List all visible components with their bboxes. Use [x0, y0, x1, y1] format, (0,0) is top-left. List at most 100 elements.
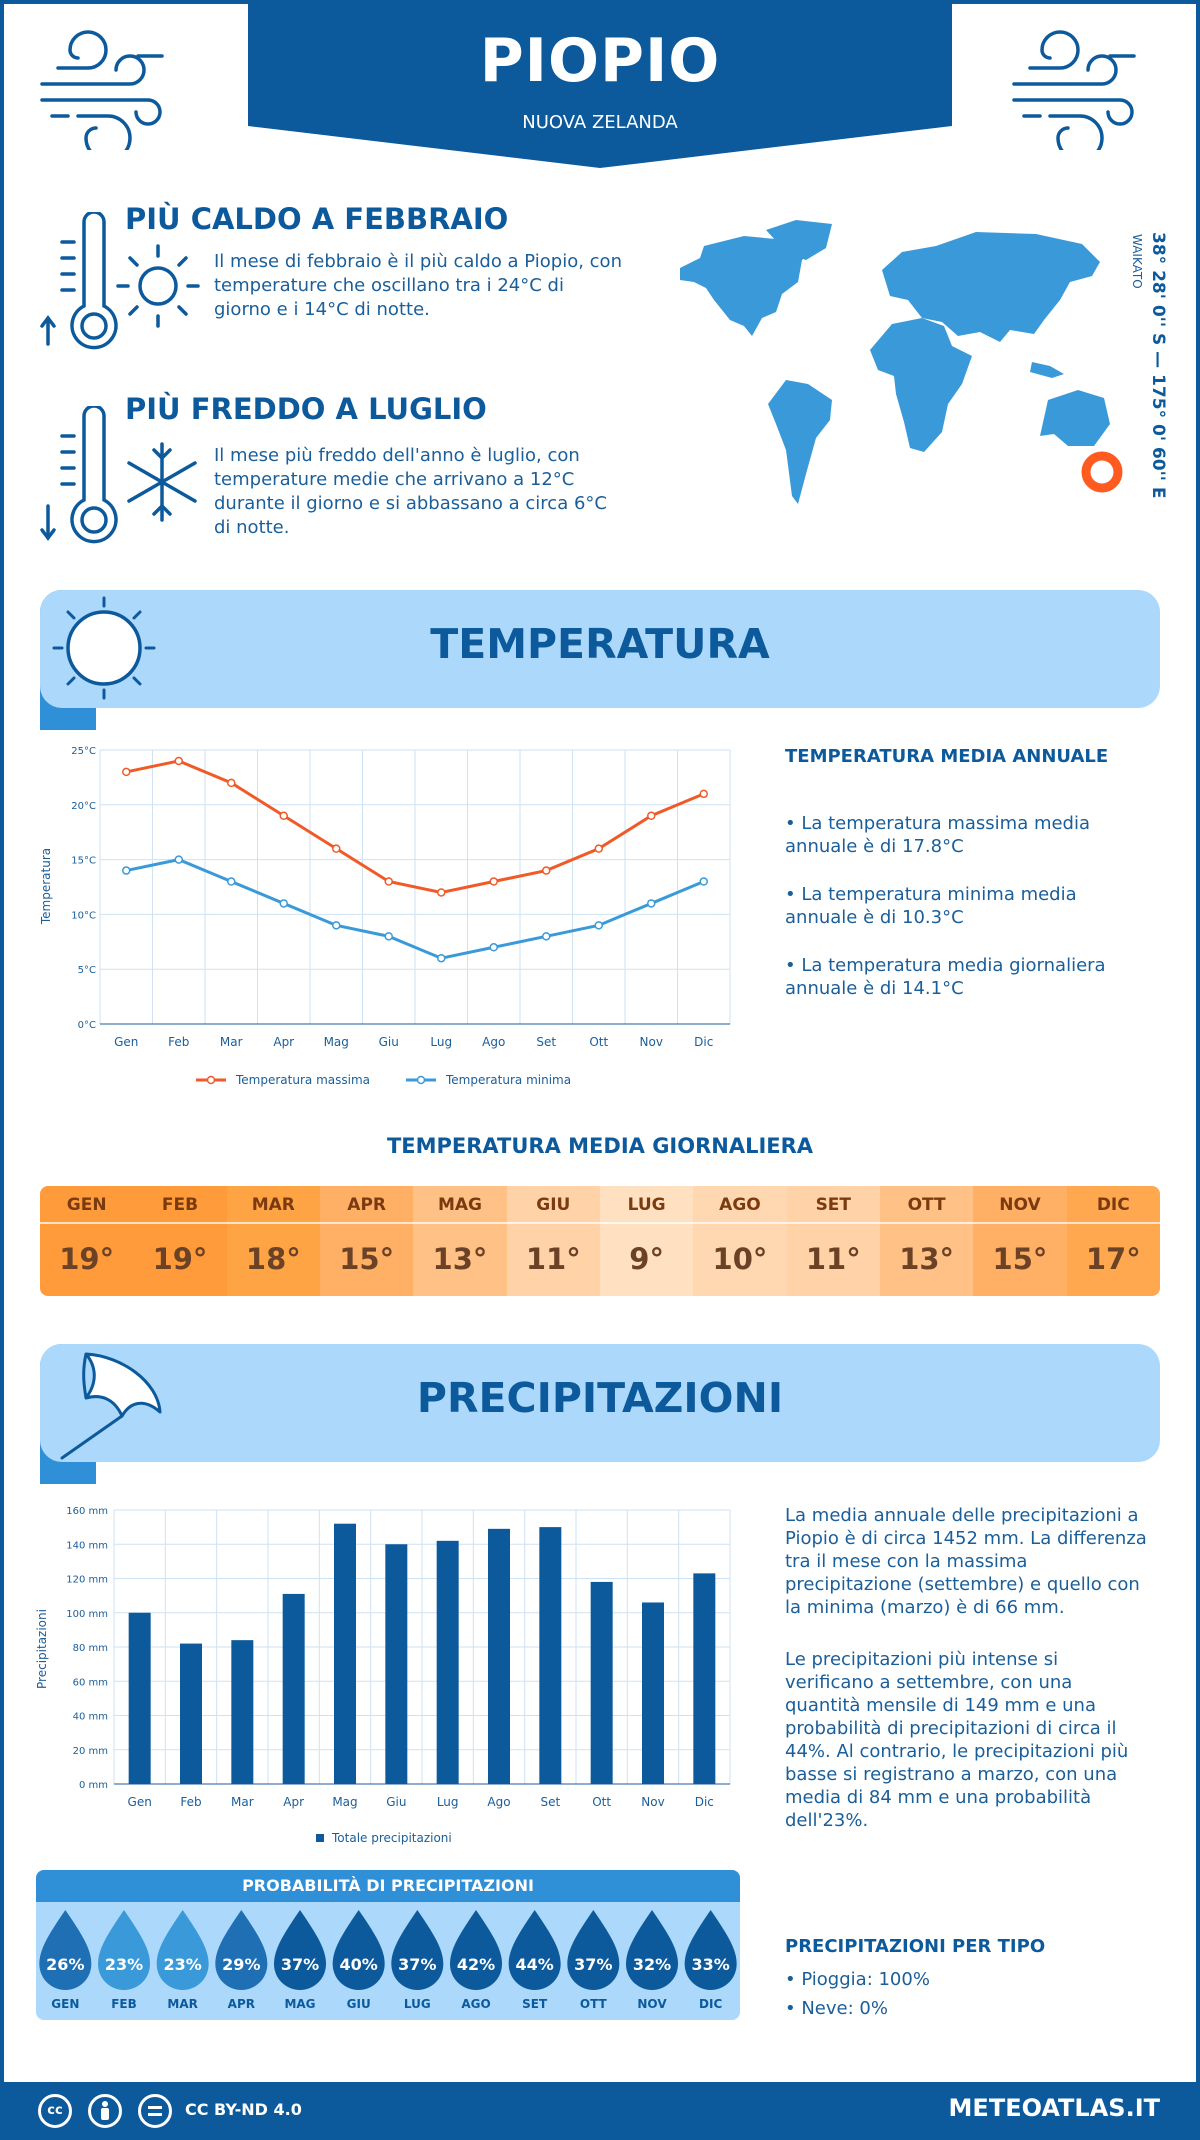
- data-point: [489, 943, 498, 952]
- probability-month: MAR: [167, 1997, 197, 2011]
- raindrop-icon: [567, 1910, 620, 1990]
- probability-month: LUG: [404, 1997, 431, 2011]
- probability-month: AGO: [461, 1997, 490, 2011]
- wind-icon: [40, 30, 164, 150]
- month-label: GEN: [40, 1186, 134, 1224]
- daily-temp-column: GEN 19°: [40, 1186, 134, 1296]
- precip-banner: [40, 1344, 1160, 1462]
- y-tick-label: 0 mm: [79, 1780, 108, 1791]
- raindrop-icon: [156, 1910, 209, 1990]
- bar: [436, 1540, 459, 1784]
- daily-temp-column: APR 15°: [319, 1186, 414, 1296]
- daily-temp-column: OTT 13°: [879, 1186, 974, 1296]
- y-tick-label: 25°C: [71, 746, 96, 757]
- bar: [334, 1523, 356, 1784]
- probability-value: 42%: [457, 1955, 495, 1974]
- thermometer-cold-icon: [40, 406, 197, 544]
- bar: [539, 1527, 562, 1784]
- month-temp-value: 15°: [992, 1242, 1048, 1276]
- data-point: [227, 877, 236, 886]
- series-line-max: [125, 759, 705, 895]
- x-tick-label: Gen: [114, 1035, 138, 1049]
- world-map: [680, 220, 1123, 504]
- probability-month: OTT: [580, 1997, 608, 2011]
- bar: [385, 1544, 408, 1784]
- y-tick-label: 60 mm: [73, 1677, 108, 1688]
- x-tick-label: Lug: [437, 1795, 459, 1809]
- month-temp-value: 11°: [525, 1242, 581, 1276]
- temperature-chart: 0°C 5°C 10°C 15°C 20°C 25°C Gen Feb Mar Apr Mag Giu…: [39, 746, 731, 1087]
- annual-bullet-min: • La temperatura minima media annuale è …: [785, 884, 1077, 928]
- month-label: MAG: [413, 1186, 507, 1224]
- precip-type-snow: • Neve: 0%: [785, 1998, 888, 2019]
- data-point: [332, 844, 341, 853]
- probability-value: 33%: [692, 1955, 730, 1974]
- x-tick-label: Ago: [487, 1795, 510, 1809]
- data-point: [594, 844, 603, 853]
- x-tick-label: Lug: [430, 1035, 452, 1049]
- daily-temp-table: GEN 19° FEB 19° MAR 18° APR 15° MAG 13° GIU 11° LUG 9…: [40, 1186, 1160, 1296]
- bar: [488, 1528, 510, 1784]
- month-temp-value: 10°: [712, 1242, 768, 1276]
- legend-total: Totale precipitazioni: [331, 1831, 452, 1845]
- probability-value: 40%: [340, 1955, 378, 1974]
- annual-bullet-max: • La temperatura massima media annuale è…: [785, 813, 1091, 857]
- y-tick-label: 160 mm: [66, 1506, 108, 1517]
- daily-temp-column: DIC 17°: [1066, 1186, 1160, 1296]
- legend: Temperatura massima Temperatura minima: [196, 1073, 571, 1087]
- x-tick-label: Set: [540, 1795, 560, 1809]
- precip-para-2: Le precipitazioni più intense si verific…: [785, 1649, 1129, 1831]
- probability-value: 37%: [574, 1955, 612, 1974]
- x-tick-label: Giu: [386, 1795, 406, 1809]
- raindrop-icon: [626, 1910, 678, 1990]
- daily-temp-column: LUG 9°: [599, 1186, 694, 1296]
- daily-temp-column: GIU 11°: [506, 1186, 600, 1296]
- indonesia-shape: [1030, 362, 1064, 378]
- raindrop-icon: [39, 1910, 92, 1990]
- probability-value: 26%: [46, 1955, 84, 1974]
- data-point: [489, 877, 498, 886]
- y-axis-label: Temperatura: [39, 848, 53, 925]
- y-axis-label: Precipitazioni: [35, 1609, 49, 1689]
- data-point: [122, 767, 131, 777]
- y-tick-label: 40 mm: [73, 1712, 108, 1723]
- site-link[interactable]: METEOATLAS.IT: [948, 2094, 1160, 2122]
- data-point: [174, 756, 183, 766]
- temperature-title: TEMPERATURA: [430, 620, 770, 668]
- raindrop-icon: [98, 1910, 150, 1990]
- greenland-shape: [766, 220, 832, 260]
- raindrop-icon: [332, 1910, 385, 1990]
- month-temp-value: 13°: [899, 1242, 955, 1276]
- y-tick-label: 5°C: [78, 965, 96, 976]
- month-temp-value: 19°: [152, 1242, 208, 1276]
- cc-icon: cc: [38, 2094, 72, 2128]
- data-point: [384, 932, 393, 941]
- bar: [128, 1612, 151, 1784]
- precip-probability-panel: PROBABILITÀ DI PRECIPITAZIONI 26% GEN 23% F…: [36, 1870, 740, 2020]
- month-label: NOV: [973, 1186, 1067, 1224]
- month-label: AGO: [693, 1186, 787, 1224]
- daily-temp-column: SET 11°: [786, 1186, 880, 1296]
- header-ribbon: [248, 0, 952, 168]
- probability-month: GEN: [51, 1997, 79, 2011]
- coordinates: 38° 28' 0'' S — 175° 0' 60'' E: [1148, 232, 1168, 499]
- x-tick-label: Set: [536, 1035, 556, 1049]
- data-point: [542, 866, 551, 875]
- x-tick-label: Mar: [231, 1795, 254, 1809]
- footer: [0, 2082, 1200, 2140]
- daily-temp-column: FEB 19°: [133, 1186, 227, 1296]
- data-point: [437, 953, 446, 963]
- north-america-shape: [680, 234, 820, 336]
- month-temp-value: 19°: [59, 1242, 115, 1276]
- raindrop-icon: [450, 1910, 502, 1990]
- x-tick-label: Feb: [168, 1035, 189, 1049]
- probability-month: MAG: [284, 1997, 315, 2011]
- probability-month: NOV: [637, 1997, 667, 2011]
- umbrella-icon: [60, 1352, 162, 1460]
- bar: [180, 1643, 202, 1784]
- month-label: OTT: [879, 1186, 974, 1224]
- probability-month: GIU: [347, 1997, 371, 2011]
- x-tick-label: Ott: [589, 1035, 608, 1049]
- y-tick-label: 140 mm: [66, 1540, 108, 1551]
- x-tick-label: Dic: [694, 1035, 713, 1049]
